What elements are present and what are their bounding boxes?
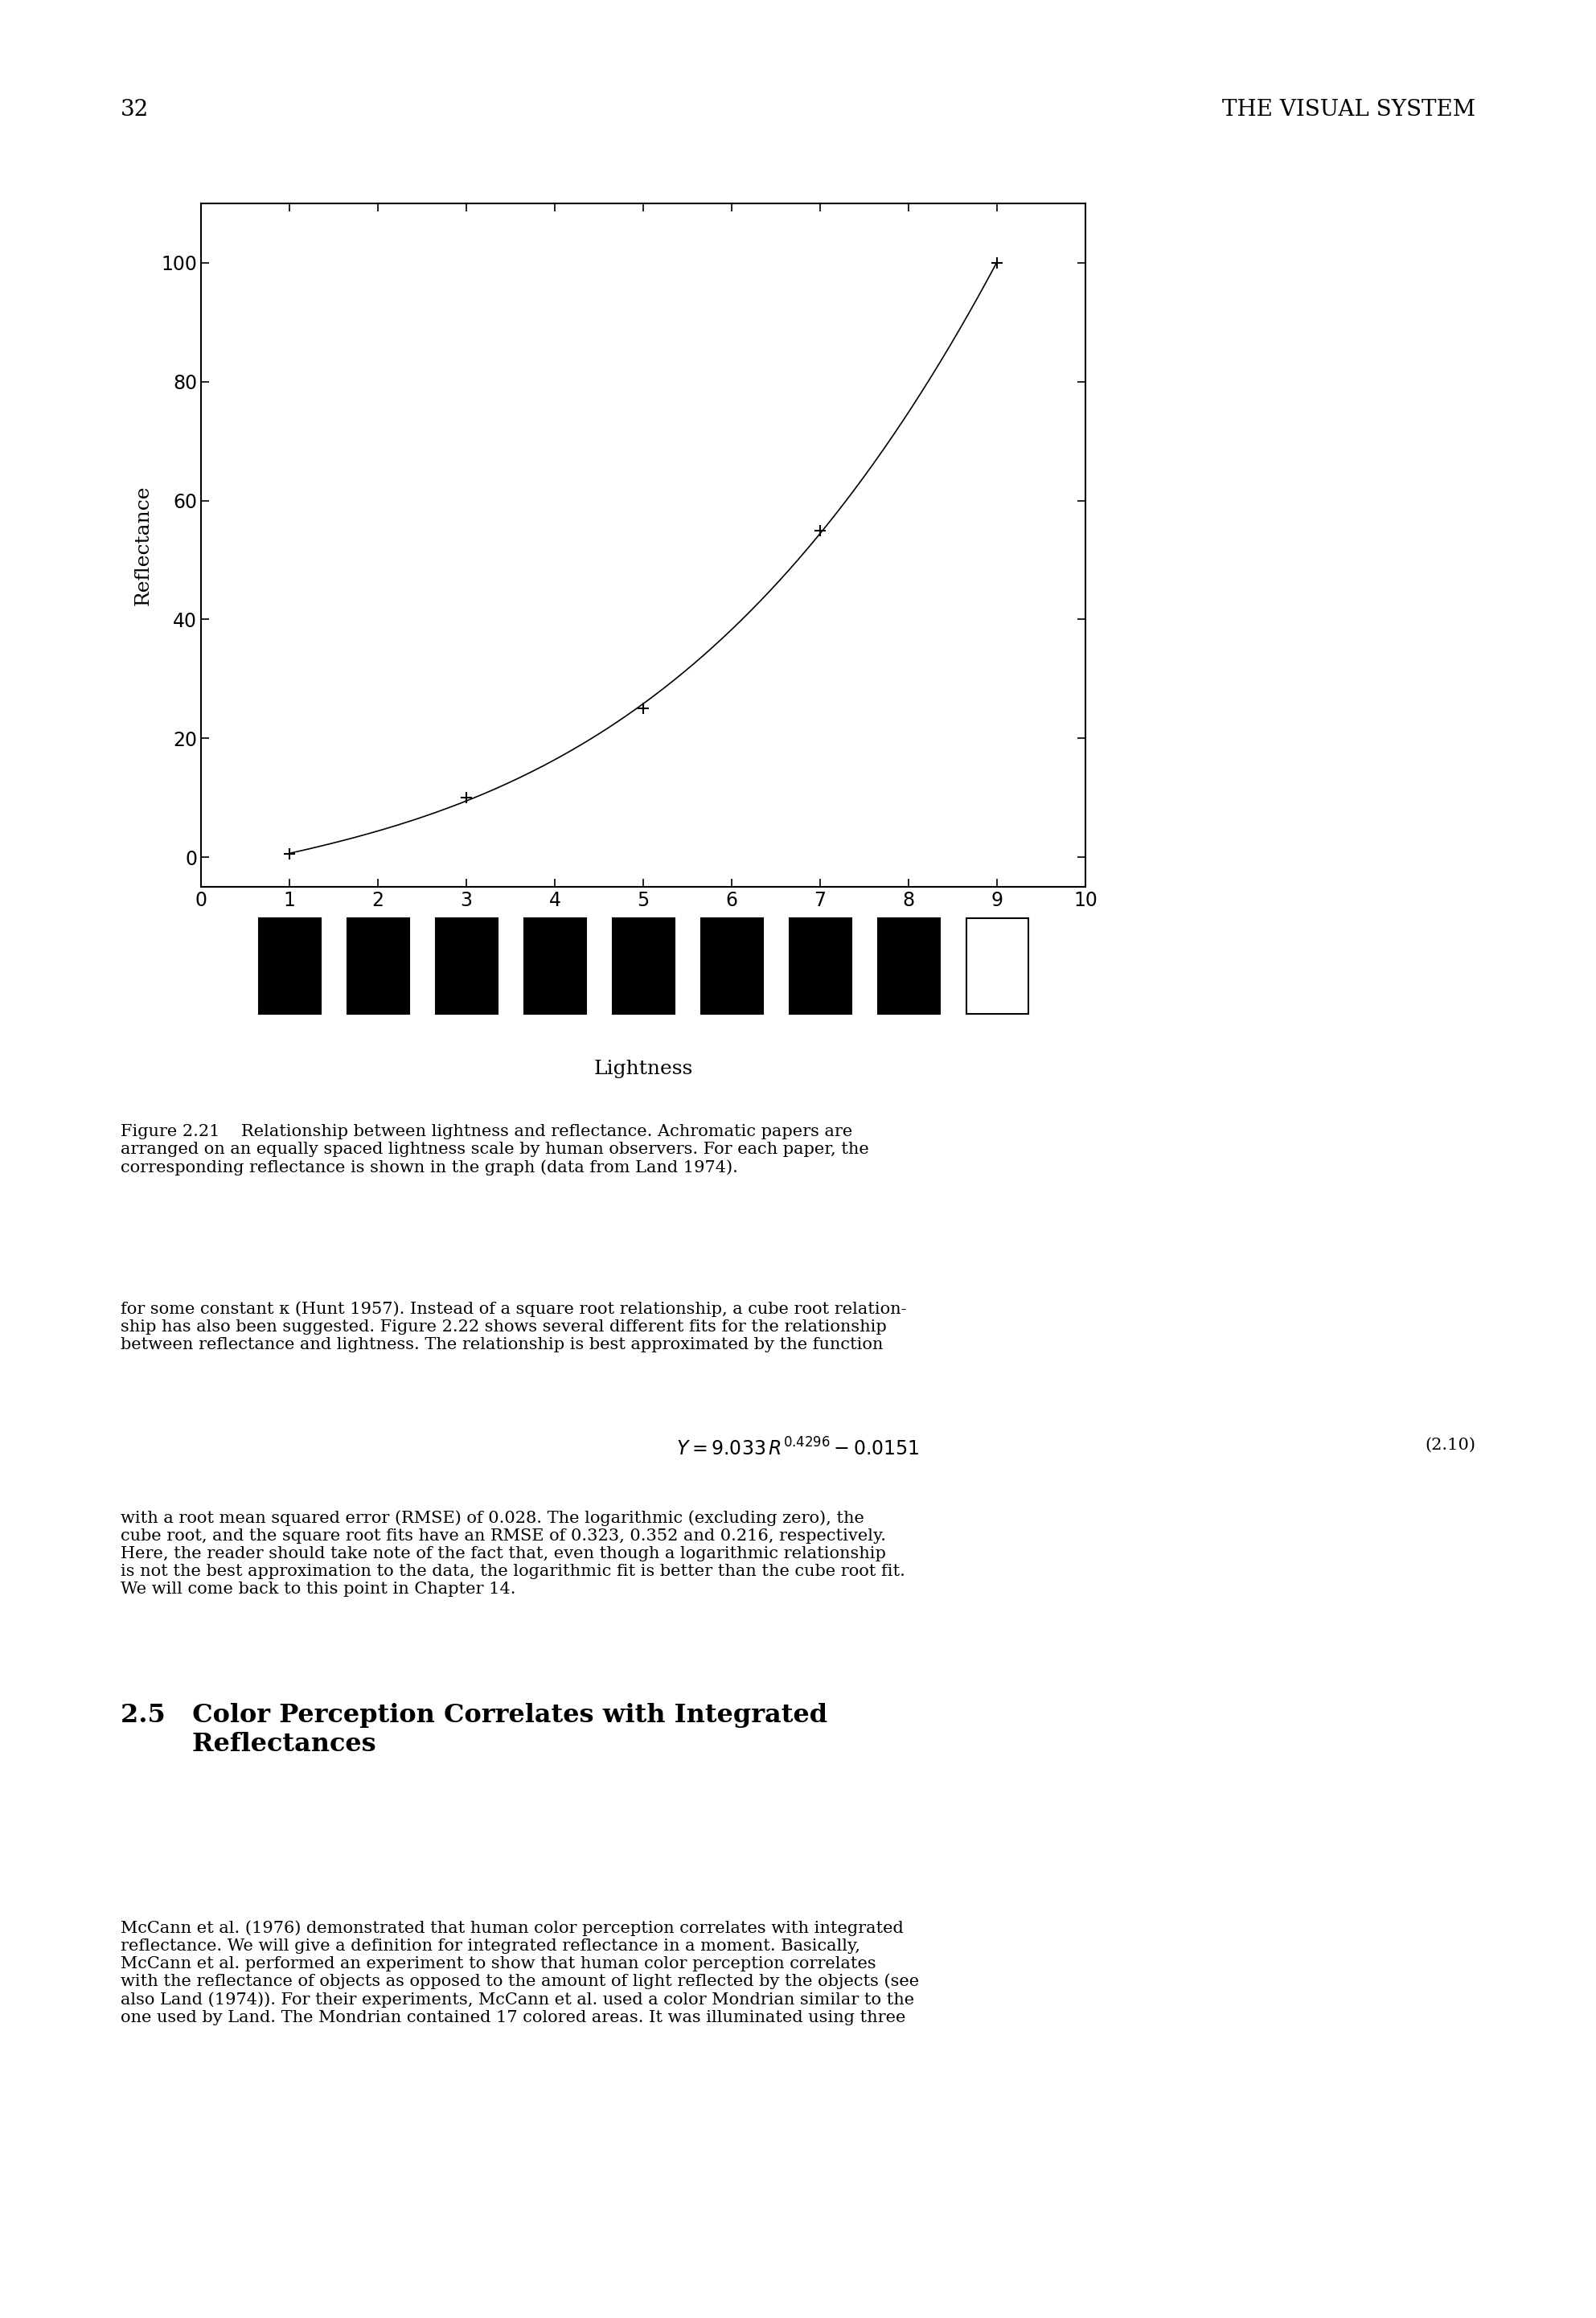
Text: $Y = 9.033\,R^{0.4296} - 0.0151$: $Y = 9.033\,R^{0.4296} - 0.0151$ [677, 1437, 919, 1460]
Text: McCann et al. (1976) demonstrated that human color perception correlates with in: McCann et al. (1976) demonstrated that h… [121, 1919, 919, 2026]
Y-axis label: Reflectance: Reflectance [134, 484, 152, 605]
Text: with a root mean squared error (RMSE) of 0.028. The logarithmic (excluding zero): with a root mean squared error (RMSE) of… [121, 1509, 905, 1597]
Bar [788, 918, 851, 1013]
Bar [346, 918, 409, 1013]
Bar [878, 918, 940, 1013]
Text: 32: 32 [121, 100, 148, 121]
Text: Lightness: Lightness [594, 1059, 693, 1078]
Text: 2.5   Color Perception Correlates with Integrated
        Reflectances: 2.5 Color Perception Correlates with Int… [121, 1704, 827, 1757]
Text: for some constant κ (Hunt 1957). Instead of a square root relationship, a cube r: for some constant κ (Hunt 1957). Instead… [121, 1300, 907, 1351]
Bar [523, 918, 586, 1013]
Bar [259, 918, 321, 1013]
Text: THE VISUAL SYSTEM: THE VISUAL SYSTEM [1223, 100, 1475, 121]
Text: (2.10): (2.10) [1425, 1437, 1475, 1453]
Bar [436, 918, 498, 1013]
Text: Figure 2.21    Relationship between lightness and reflectance. Achromatic papers: Figure 2.21 Relationship between lightne… [121, 1124, 868, 1175]
Bar [701, 918, 763, 1013]
Bar [613, 918, 674, 1013]
Bar [966, 918, 1028, 1013]
